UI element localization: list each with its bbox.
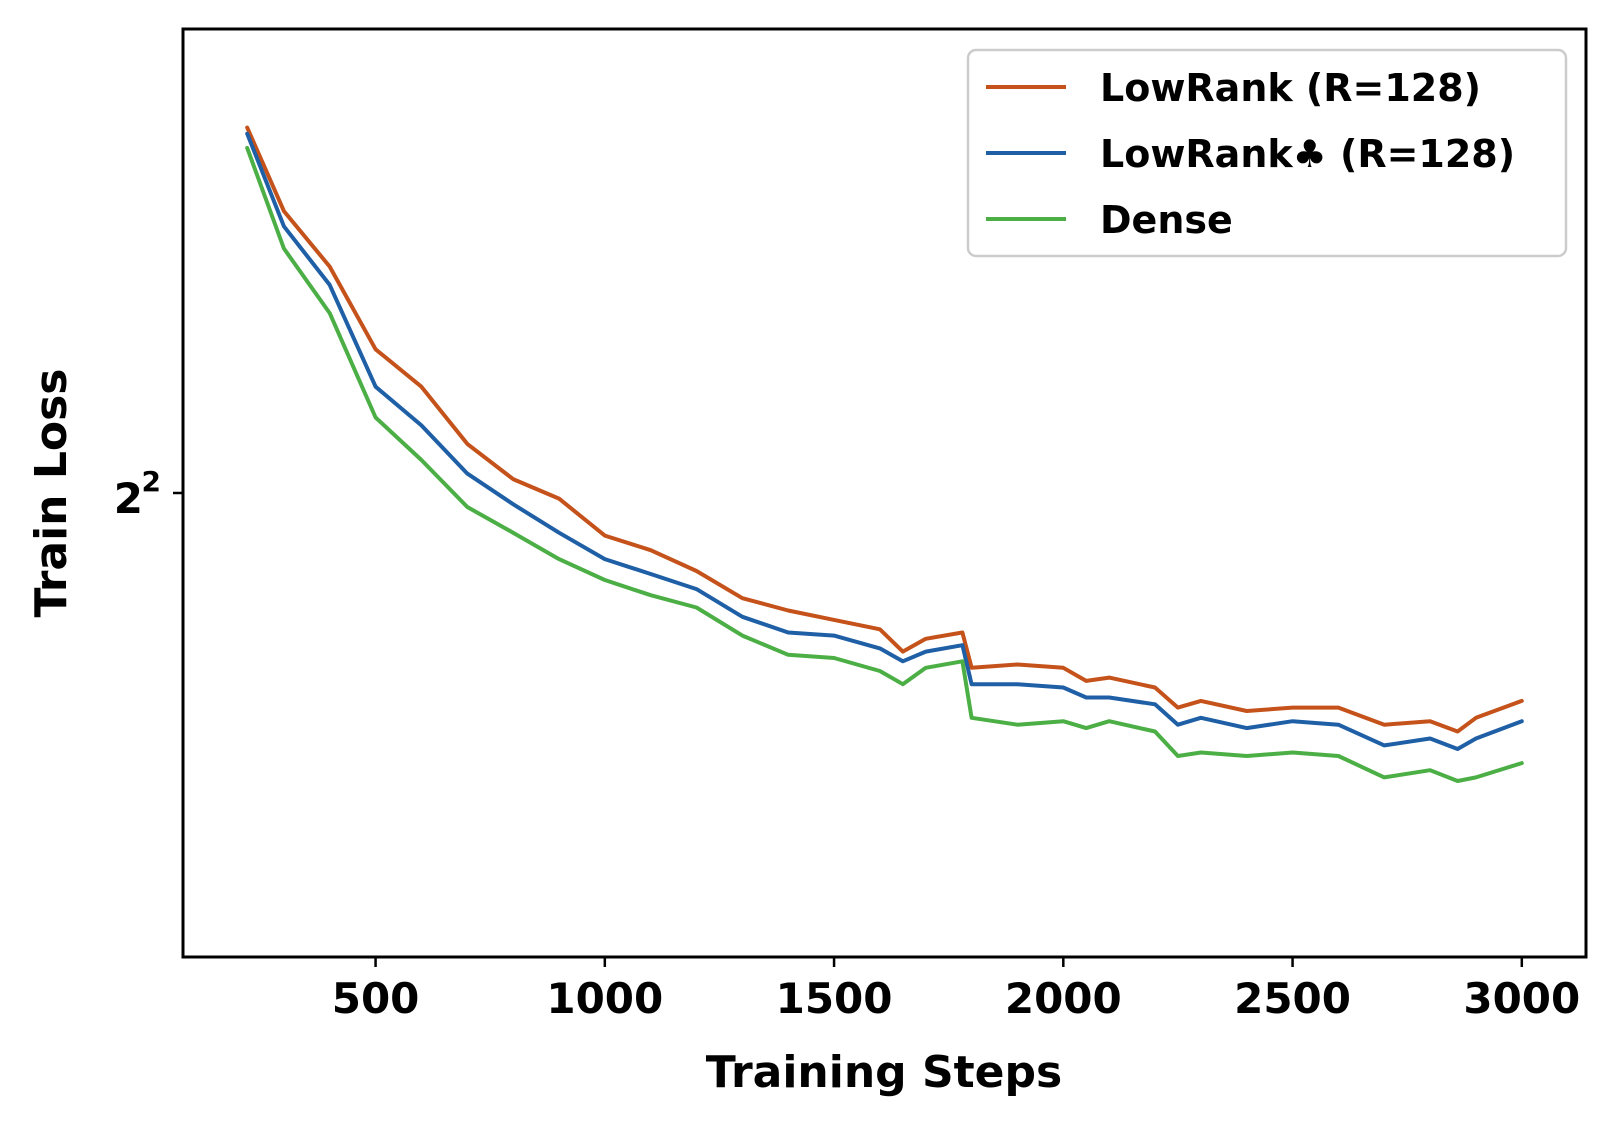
x-tick-label: 1000: [546, 974, 663, 1023]
x-tick-label: 2500: [1234, 974, 1351, 1023]
x-axis: 500 1000 1500 2000 2500 3000: [332, 957, 1580, 1023]
y-tick-exponent: 2: [142, 465, 161, 498]
legend-label-1: LowRank♣ (R=128): [1100, 132, 1515, 176]
y-axis-label: Train Loss: [26, 369, 77, 618]
y-axis: 22: [114, 465, 183, 523]
x-tick-label: 3000: [1463, 974, 1580, 1023]
series-line-0: [245, 125, 1524, 734]
series-line-1: [245, 131, 1524, 751]
legend-label-0: LowRank (R=128): [1100, 66, 1481, 110]
legend: LowRank (R=128) LowRank♣ (R=128) Dense: [966, 48, 1568, 258]
legend-box: [966, 48, 1568, 258]
x-tick-label: 2000: [1005, 974, 1122, 1023]
x-tick-label: 1500: [776, 974, 893, 1023]
series-layer: [245, 125, 1524, 783]
legend-label-2: Dense: [1100, 198, 1233, 242]
x-tick-label: 500: [332, 974, 420, 1023]
x-axis-label: Training Steps: [706, 1047, 1062, 1098]
y-tick-label: 2: [114, 474, 143, 523]
series-line-2: [245, 145, 1524, 783]
